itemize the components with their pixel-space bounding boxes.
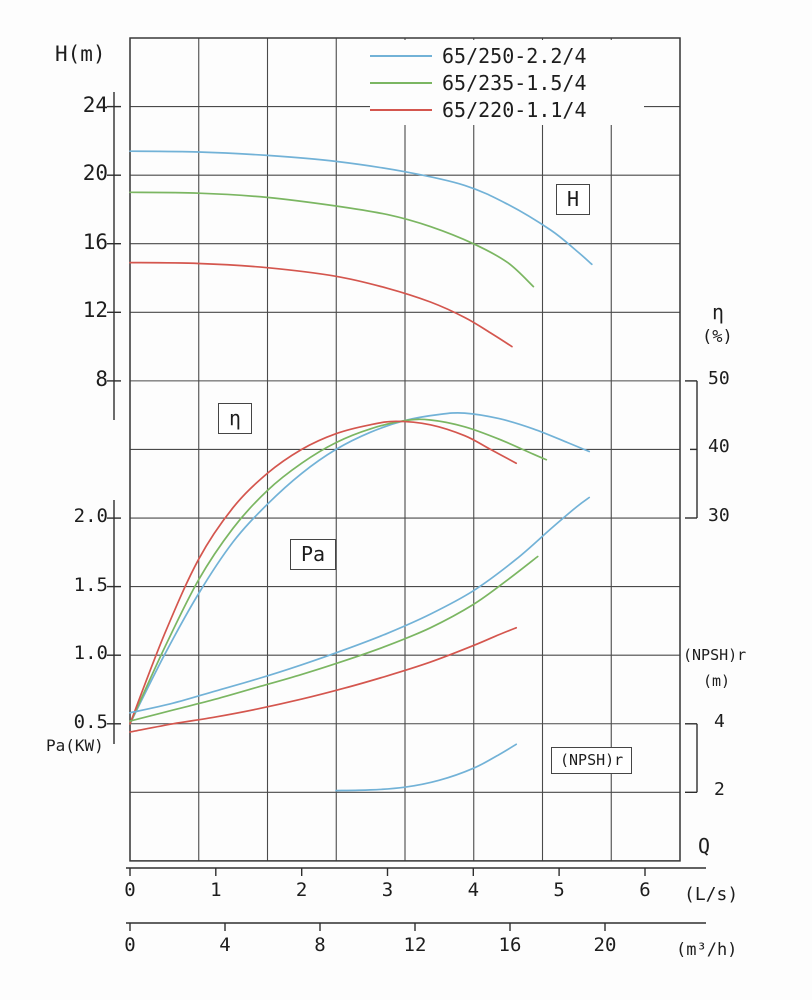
tick-Q-Ls-4: 4 bbox=[467, 879, 480, 901]
curve-(NPSH)r-65/250-2.2/4 bbox=[335, 743, 518, 792]
tick-Q-Ls-0: 0 bbox=[124, 879, 136, 901]
tick-H-16: 16 bbox=[82, 229, 108, 254]
q-axis-label: Q bbox=[698, 834, 711, 858]
tick-eta-50: 50 bbox=[708, 367, 730, 389]
tick-H-8: 8 bbox=[95, 366, 108, 391]
legend-item-0: 65/250-2.2/4 bbox=[370, 42, 644, 69]
h-axis-label: H(m) bbox=[55, 42, 106, 66]
tick-npsh-4: 4 bbox=[714, 710, 725, 732]
curve-Pa-65/220-1.1/4 bbox=[129, 626, 518, 733]
curve-Pa-65/250-2.2/4 bbox=[129, 496, 591, 714]
tick-Q-m3h-20: 20 bbox=[593, 934, 617, 956]
curve-η-65/235-1.5/4 bbox=[129, 418, 548, 725]
tick-Q-m3h-8: 8 bbox=[314, 934, 326, 956]
plot-border bbox=[129, 37, 681, 862]
tick-H-20: 20 bbox=[82, 161, 108, 186]
eta-axis-label: η bbox=[712, 300, 725, 324]
curve-label-Pa: Pa bbox=[290, 539, 337, 570]
legend-item-1: 65/235-1.5/4 bbox=[370, 69, 644, 96]
tick-Q-m3h-16: 16 bbox=[498, 934, 522, 956]
tick-Q-Ls-5: 5 bbox=[553, 879, 565, 901]
eta-axis-unit: (%) bbox=[702, 327, 733, 347]
legend-line-1 bbox=[370, 81, 432, 84]
curve-η-65/250-2.2/4 bbox=[129, 411, 591, 725]
legend-label-1: 65/235-1.5/4 bbox=[442, 70, 587, 95]
tick-eta-40: 40 bbox=[708, 436, 730, 458]
curve-η-65/220-1.1/4 bbox=[129, 420, 518, 725]
tick-npsh-2: 2 bbox=[714, 779, 725, 801]
legend-line-2 bbox=[370, 108, 432, 111]
tick-Q-Ls-1: 1 bbox=[210, 879, 222, 901]
tick-Pa-2.0: 2.0 bbox=[73, 505, 108, 528]
curve-H-65/250-2.2/4 bbox=[129, 150, 593, 266]
tick-Pa-1.5: 1.5 bbox=[73, 573, 108, 596]
legend-item-2: 65/220-1.1/4 bbox=[370, 96, 644, 123]
npshr-axis-label: (NPSH)r bbox=[683, 646, 747, 664]
tick-Pa-0.5: 0.5 bbox=[73, 710, 108, 733]
tick-Q-m3h-0: 0 bbox=[124, 934, 136, 956]
tick-H-24: 24 bbox=[82, 92, 108, 117]
tick-Q-m3h-4: 4 bbox=[219, 934, 231, 956]
pa-axis-label: Pa(KW) bbox=[46, 736, 104, 755]
tick-H-12: 12 bbox=[82, 298, 108, 323]
tick-Q-Ls-3: 3 bbox=[381, 879, 394, 901]
legend-line-0 bbox=[370, 54, 432, 57]
tick-Q-m3h-12: 12 bbox=[403, 934, 427, 956]
tick-Q-Ls-6: 6 bbox=[639, 879, 651, 901]
q-axis-unit-m3h: (m³/h) bbox=[676, 940, 738, 960]
tick-eta-30: 30 bbox=[708, 505, 730, 527]
npshr-axis-unit: (m) bbox=[703, 672, 731, 690]
curve-label-H: H bbox=[556, 184, 591, 215]
curve-label-npshr: (NPSH)r bbox=[551, 747, 633, 775]
grid-lines bbox=[129, 37, 681, 862]
legend-label-0: 65/250-2.2/4 bbox=[442, 43, 587, 68]
curve-Pa-65/235-1.5/4 bbox=[129, 555, 539, 722]
legend: 65/250-2.2/4 65/235-1.5/4 65/220-1.1/4 bbox=[370, 40, 644, 125]
curve-label-eta: η bbox=[218, 403, 253, 434]
legend-label-2: 65/220-1.1/4 bbox=[442, 97, 587, 122]
curve-H-65/220-1.1/4 bbox=[129, 261, 513, 348]
q-axis-unit-ls: (L/s) bbox=[684, 884, 739, 905]
tick-Pa-1.0: 1.0 bbox=[73, 642, 108, 665]
tick-Q-Ls-2: 2 bbox=[295, 879, 308, 901]
curve-H-65/235-1.5/4 bbox=[129, 191, 535, 288]
axis-lines bbox=[107, 92, 706, 931]
